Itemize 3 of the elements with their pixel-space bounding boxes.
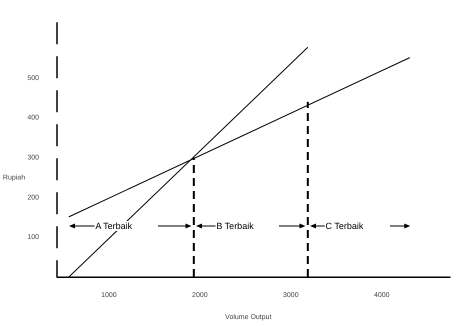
annotation: C Terbaik bbox=[324, 221, 364, 232]
annotation: A Terbaik bbox=[94, 221, 134, 232]
annotation: B Terbaik bbox=[215, 221, 255, 232]
